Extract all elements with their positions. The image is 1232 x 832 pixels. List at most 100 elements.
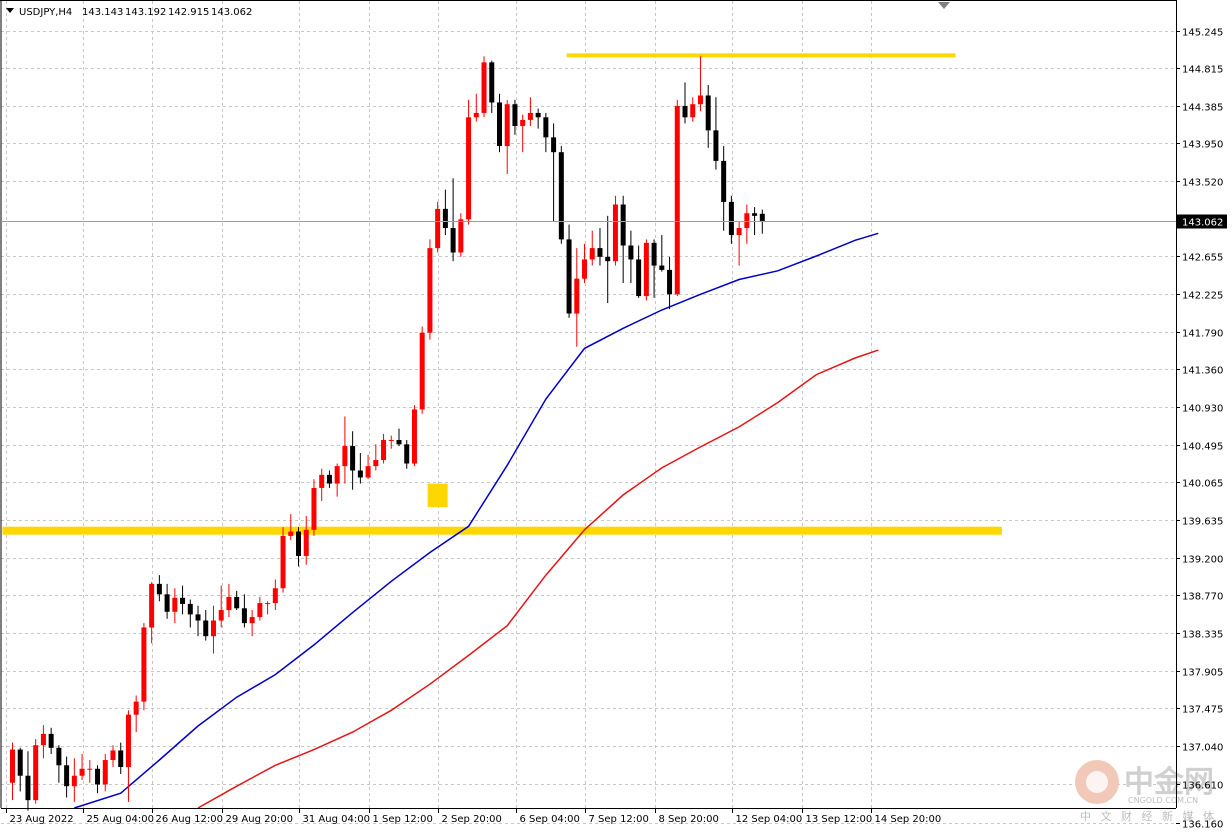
candle-body-bear bbox=[636, 259, 642, 297]
candle bbox=[721, 146, 727, 231]
time-axis[interactable]: 23 Aug 2022 25 Aug 04:00 26 Aug 12:00 29 Au… bbox=[6, 808, 942, 825]
x-tick-label: 29 Aug 20:00 bbox=[226, 814, 293, 825]
price-axis[interactable]: 145.245 144.815 144.385 143.950 143.520 142.6… bbox=[1176, 28, 1223, 831]
candle bbox=[187, 599, 193, 628]
x-tick-label: 7 Sep 12:00 bbox=[589, 814, 649, 825]
candle bbox=[667, 256, 673, 310]
shift-marker-icon[interactable] bbox=[938, 2, 950, 9]
candle bbox=[95, 765, 101, 794]
y-tick-label: 136.160 bbox=[1182, 820, 1223, 831]
candle-body-bull bbox=[226, 596, 232, 611]
cngold-watermark: 中金网 CNGOLD.COM.CN 中 文 财 经 新 媒 体 bbox=[1075, 760, 1214, 823]
y-tick-label: 138.770 bbox=[1182, 592, 1223, 603]
candle bbox=[241, 594, 247, 628]
candle-body-bull bbox=[381, 439, 387, 461]
candle-body-bull bbox=[589, 248, 595, 260]
candle-body-bear bbox=[64, 765, 70, 787]
candle bbox=[697, 56, 703, 112]
candle-body-bear bbox=[721, 160, 727, 202]
candle bbox=[512, 99, 518, 135]
x-tick-label: 14 Sep 20:00 bbox=[875, 814, 942, 825]
candle bbox=[597, 228, 603, 266]
y-tick-label: 143.950 bbox=[1182, 140, 1223, 151]
candle bbox=[589, 230, 595, 266]
candle bbox=[404, 439, 410, 469]
candle bbox=[342, 416, 348, 484]
candle bbox=[643, 239, 649, 301]
y-tick-label: 136.610 bbox=[1182, 781, 1223, 792]
candle-body-bull bbox=[466, 117, 472, 220]
candle-body-bear bbox=[682, 105, 688, 118]
candle-body-bear bbox=[728, 201, 734, 236]
candle-body-bull bbox=[319, 474, 325, 488]
candle-body-bull bbox=[102, 760, 108, 785]
y-tick-label: 144.815 bbox=[1182, 65, 1223, 76]
y-tick-label: 142.655 bbox=[1182, 253, 1223, 264]
candle-body-bull bbox=[365, 466, 371, 478]
candle bbox=[713, 97, 719, 170]
candle-body-bear bbox=[195, 614, 201, 621]
y-tick-label: 139.635 bbox=[1182, 517, 1223, 528]
candle bbox=[48, 727, 54, 754]
candle bbox=[450, 178, 456, 262]
y-tick-label: 140.495 bbox=[1182, 442, 1223, 453]
candle-body-bear bbox=[164, 594, 170, 612]
candle bbox=[520, 114, 526, 153]
candle-body-bear bbox=[450, 228, 456, 253]
candle bbox=[659, 235, 665, 272]
candle-body-bear bbox=[489, 62, 495, 103]
candle-body-bull bbox=[612, 204, 618, 262]
y-tick-label: 137.040 bbox=[1182, 743, 1223, 754]
y-tick-label: 138.335 bbox=[1182, 630, 1223, 641]
current-price-tag bbox=[1177, 214, 1227, 229]
candle bbox=[149, 582, 155, 644]
candle-body-bear bbox=[234, 596, 240, 609]
candle bbox=[164, 583, 170, 619]
candle-body-bear bbox=[759, 213, 765, 221]
candle bbox=[396, 428, 402, 447]
candle bbox=[728, 195, 734, 244]
candle bbox=[33, 739, 39, 804]
candle-body-bear bbox=[628, 245, 634, 260]
candle-body-bear bbox=[566, 239, 572, 314]
candle bbox=[79, 753, 85, 781]
moving-average-fast bbox=[74, 232, 879, 809]
candle bbox=[326, 470, 332, 488]
candle-body-bear bbox=[396, 439, 402, 445]
candle-body-bear bbox=[551, 137, 557, 153]
candle-body-bull bbox=[473, 112, 479, 118]
candle bbox=[605, 215, 611, 304]
candle bbox=[466, 99, 472, 225]
candle bbox=[636, 245, 642, 298]
y-tick-label: 139.200 bbox=[1182, 555, 1223, 566]
candle-body-bull bbox=[481, 62, 487, 113]
candle-body-bull bbox=[427, 248, 433, 333]
current-price-tag-text: 143.062 bbox=[1182, 218, 1223, 229]
watermark-brand: 中金网 bbox=[1124, 765, 1214, 800]
candle bbox=[218, 585, 224, 628]
candle bbox=[203, 610, 209, 641]
candle bbox=[496, 93, 502, 153]
y-tick-label: 144.385 bbox=[1182, 103, 1223, 114]
candle bbox=[350, 431, 356, 490]
candle-body-bull bbox=[311, 487, 317, 530]
candle bbox=[381, 433, 387, 464]
candle-body-bull bbox=[265, 603, 271, 605]
header-symbol: USDJPY,H4 bbox=[19, 7, 72, 18]
candle bbox=[319, 468, 325, 502]
candle-body-bear bbox=[558, 152, 564, 240]
symbol-dropdown-icon[interactable] bbox=[6, 8, 14, 13]
candle-body-bull bbox=[520, 119, 526, 127]
current-price-line: 143.062 bbox=[1, 214, 1227, 229]
header-close: 143.062 bbox=[211, 7, 252, 18]
x-tick-label: 23 Aug 2022 bbox=[10, 814, 74, 825]
header-high: 143.192 bbox=[125, 7, 166, 18]
candle bbox=[17, 747, 23, 792]
candle-body-bull bbox=[342, 446, 348, 467]
candle bbox=[620, 195, 626, 283]
candle-body-bear bbox=[620, 204, 626, 246]
candle-body-bear bbox=[25, 775, 31, 801]
candle bbox=[226, 583, 232, 618]
candle-body-bull bbox=[110, 750, 116, 761]
